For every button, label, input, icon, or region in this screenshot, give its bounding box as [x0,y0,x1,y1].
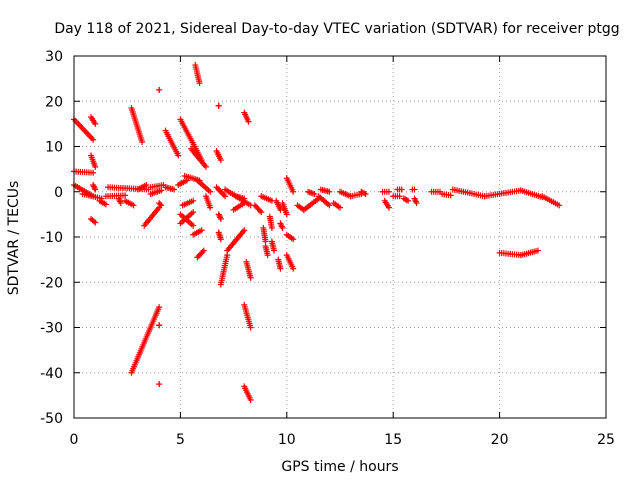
x-tick-label: 25 [597,432,615,448]
data-point [217,157,224,164]
data-point [156,381,163,388]
data-point [139,138,146,145]
y-axis-title: SDTVAR / TECUs [6,181,22,296]
data-point [207,204,214,211]
data-point [190,222,197,229]
data-point [198,227,205,234]
y-tick-label: 20 [45,94,63,110]
data-point [200,247,207,254]
y-tick-label: -50 [40,411,63,427]
data-point [290,188,297,195]
data-point [247,396,254,403]
y-tick-label: 0 [54,185,63,201]
data-point [117,200,124,207]
data-point [337,204,343,211]
data-point [268,224,275,231]
x-axis-ticks: 0 5 10 15 20 25 [70,56,615,448]
data-point [258,209,265,216]
chart-title: Day 118 of 2021, Sidereal Day-to-day VTE… [54,21,619,37]
x-tick-label: 15 [384,432,402,448]
data-point [158,187,165,194]
grid-lines [74,56,606,418]
data-point [215,102,222,109]
data-point [398,186,405,193]
data-point [202,163,209,170]
x-axis-title: GPS time / hours [281,459,398,475]
y-tick-label: 30 [45,49,63,65]
data-point [102,201,109,208]
data-point [157,201,164,208]
data-point [396,193,403,200]
data-point [156,86,163,93]
data-point [283,211,290,218]
data-point [143,181,150,188]
data-point [256,207,263,214]
data-point [122,192,129,199]
data-point [92,120,99,127]
data-point [534,247,541,254]
data-point [207,188,214,195]
data-point [222,193,229,200]
y-tick-label: -10 [40,230,63,246]
data-point [290,265,297,272]
data-point [241,227,248,234]
data-series [71,62,563,403]
data-point [190,209,197,216]
data-point [158,202,165,209]
data-point [90,136,97,143]
data-point [264,252,271,259]
x-tick-label: 0 [70,432,79,448]
data-point [92,219,99,226]
x-tick-label: 20 [491,432,509,448]
data-point [413,200,420,207]
data-point [217,236,224,243]
data-point [411,186,418,193]
data-point [326,202,333,209]
data-point [247,324,254,331]
data-point [190,197,197,204]
data-point [156,304,163,311]
data-point [217,215,224,222]
data-point [277,206,284,213]
y-tick-label: -30 [40,321,63,337]
y-tick-label: 10 [45,140,63,156]
data-point [199,248,206,255]
x-tick-label: 10 [278,432,296,448]
data-point [279,224,286,231]
data-point [92,186,99,193]
data-point [311,191,318,198]
data-point [556,202,563,209]
x-tick-label: 5 [176,432,185,448]
data-point [175,152,182,159]
y-tick-label: -20 [40,275,63,291]
data-point [92,163,99,170]
data-point [247,274,254,281]
data-point [90,169,97,176]
data-point [245,118,252,125]
data-point [277,265,284,272]
y-tick-label: -40 [40,366,63,382]
y-axis-ticks: -50 -40 -30 -20 -10 0 10 20 30 [40,49,606,427]
data-point [362,191,369,198]
data-point [171,186,178,193]
data-point [326,188,333,195]
data-point [290,236,297,243]
data-point [385,204,392,211]
data-point [130,202,137,209]
data-point [271,247,278,254]
data-point [241,195,248,202]
data-point [405,197,412,204]
data-point [156,322,163,329]
data-point [196,80,203,87]
data-point [447,192,454,199]
data-point [385,188,392,195]
